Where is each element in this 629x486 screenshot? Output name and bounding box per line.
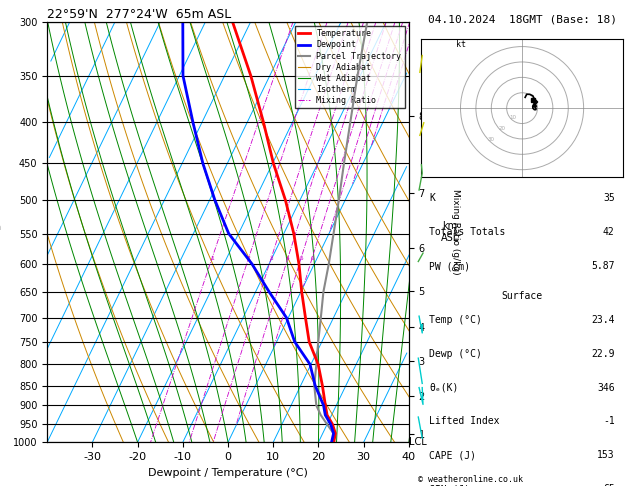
Text: 6: 6 [310, 256, 314, 260]
Text: LCL: LCL [409, 437, 426, 447]
Text: kt: kt [456, 39, 466, 49]
Text: © weatheronline.co.uk: © weatheronline.co.uk [418, 474, 523, 484]
Text: Dewp (°C): Dewp (°C) [430, 349, 482, 359]
Text: 22.9: 22.9 [591, 349, 615, 359]
Text: 65: 65 [603, 484, 615, 486]
Text: Totals Totals: Totals Totals [430, 227, 506, 237]
Text: Mixing Ratio (g/kg): Mixing Ratio (g/kg) [452, 189, 460, 275]
Legend: Temperature, Dewpoint, Parcel Trajectory, Dry Adiabat, Wet Adiabat, Isotherm, Mi: Temperature, Dewpoint, Parcel Trajectory… [294, 26, 404, 108]
Text: K: K [430, 192, 435, 203]
Text: Surface: Surface [501, 291, 543, 301]
Text: 42: 42 [603, 227, 615, 237]
Text: 23.4: 23.4 [591, 315, 615, 325]
Text: -1: -1 [603, 417, 615, 426]
Text: 3: 3 [269, 256, 273, 260]
Text: 4: 4 [286, 256, 290, 260]
Text: 30: 30 [488, 137, 495, 142]
Text: 04.10.2024  18GMT (Base: 18): 04.10.2024 18GMT (Base: 18) [428, 15, 616, 25]
Text: 20: 20 [499, 126, 506, 131]
X-axis label: Dewpoint / Temperature (°C): Dewpoint / Temperature (°C) [148, 468, 308, 478]
Text: 35: 35 [603, 192, 615, 203]
Text: 5: 5 [299, 256, 303, 260]
Text: θₑ(K): θₑ(K) [430, 382, 459, 393]
Text: Temp (°C): Temp (°C) [430, 315, 482, 325]
Text: 346: 346 [597, 382, 615, 393]
Text: 5.87: 5.87 [591, 261, 615, 271]
Text: CAPE (J): CAPE (J) [430, 450, 477, 460]
Text: 153: 153 [597, 450, 615, 460]
Text: PW (cm): PW (cm) [430, 261, 470, 271]
Y-axis label: km
ASL: km ASL [441, 221, 459, 243]
Text: Lifted Index: Lifted Index [430, 417, 500, 426]
Text: 22°59'N  277°24'W  65m ASL: 22°59'N 277°24'W 65m ASL [47, 8, 231, 21]
Text: CIN (J): CIN (J) [430, 484, 470, 486]
Y-axis label: hPa: hPa [0, 222, 1, 232]
Text: 1: 1 [210, 256, 214, 260]
Text: 10: 10 [509, 115, 516, 120]
Text: 2: 2 [247, 256, 250, 260]
